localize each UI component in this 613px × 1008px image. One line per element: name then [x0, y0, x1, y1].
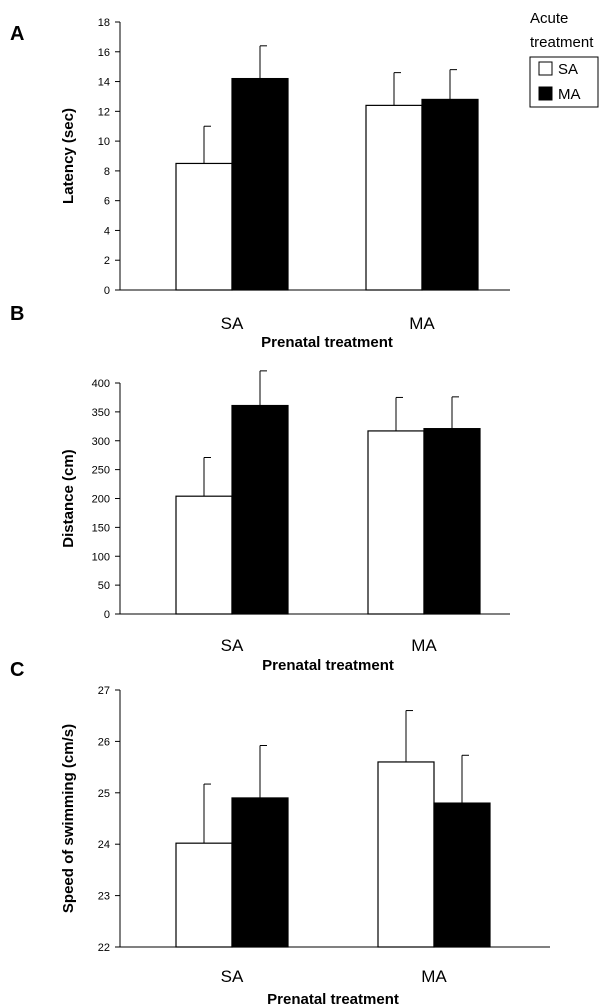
- y-tick-label: 4: [104, 225, 110, 237]
- chart-panel-b: B 0 50 100 150 200 250 300 350 400 Distance (cm) SA…: [10, 303, 510, 674]
- y-tick-label: 14: [98, 77, 110, 89]
- x-category-label: MA: [411, 636, 437, 655]
- y-tick-label: 300: [92, 436, 110, 448]
- bar-sa-sa: [175, 495, 233, 615]
- x-axis-title: Prenatal treatment: [261, 334, 393, 351]
- x-category-label: MA: [409, 314, 435, 333]
- y-tick-label: 27: [98, 685, 110, 697]
- x-category-label: SA: [221, 636, 244, 655]
- y-axis-title: Latency (sec): [60, 108, 77, 204]
- y-tick-label: 23: [98, 891, 110, 903]
- legend-title-line1: Acute: [530, 10, 568, 27]
- legend-box: [529, 56, 599, 108]
- y-tick-label: 250: [92, 465, 110, 477]
- bar-ma-sa: [377, 761, 435, 948]
- x-category-label: MA: [421, 967, 447, 986]
- bar-ma-sa: [365, 104, 423, 291]
- bar-ma-ma: [423, 428, 481, 615]
- y-tick-label: 10: [98, 136, 110, 148]
- y-tick-label: 24: [98, 839, 110, 851]
- y-tick-label: 2: [104, 255, 110, 267]
- y-tick-label: 0: [104, 609, 110, 621]
- panel-letter: B: [10, 303, 24, 325]
- legend-swatch-sa: [538, 61, 553, 76]
- y-tick-label: 16: [98, 47, 110, 59]
- chart-panel-c: C 22 23 24 25 26 27 Speed of swimming (cm/s) SA M…: [10, 659, 550, 1008]
- y-tick-label: 100: [92, 551, 110, 563]
- y-tick-label: 350: [92, 407, 110, 419]
- bar-ma-sa: [367, 430, 425, 615]
- y-tick-label: 8: [104, 166, 110, 178]
- y-tick-label: 25: [98, 788, 110, 800]
- x-axis-title: Prenatal treatment: [267, 991, 399, 1008]
- y-tick-label: 22: [98, 942, 110, 954]
- legend-label-ma: MA: [558, 86, 581, 103]
- panel-letter: C: [10, 659, 24, 681]
- y-tick-label: 400: [92, 378, 110, 390]
- y-axis-title: Distance (cm): [60, 449, 77, 547]
- chart-panel-a: A 0 2 4 6 8 10 12 14 16 18 Latency (sec) SA MA Prenata…: [10, 17, 510, 351]
- y-tick-label: 26: [98, 736, 110, 748]
- legend-title-line2: treatment: [530, 34, 594, 51]
- bar-ma-ma: [421, 98, 479, 291]
- y-tick-label: 200: [92, 494, 110, 506]
- legend: Acute treatment SA MA: [529, 10, 599, 108]
- bar-sa-sa: [175, 842, 233, 948]
- panel-letter: A: [10, 23, 24, 45]
- legend-label-sa: SA: [558, 61, 578, 78]
- bar-ma-ma: [433, 802, 491, 948]
- y-tick-label: 150: [92, 522, 110, 534]
- bar-sa-ma: [231, 797, 289, 948]
- x-category-label: SA: [221, 314, 244, 333]
- x-category-label: SA: [221, 967, 244, 986]
- y-tick-label: 6: [104, 196, 110, 208]
- y-tick-label: 50: [98, 580, 110, 592]
- bar-sa-ma: [231, 404, 289, 615]
- y-tick-label: 12: [98, 106, 110, 118]
- y-axis-title: Speed of swimming (cm/s): [60, 724, 77, 913]
- legend-swatch-ma: [538, 86, 553, 101]
- y-tick-label: 0: [104, 285, 110, 297]
- bar-sa-sa: [175, 162, 233, 291]
- bar-sa-ma: [231, 77, 289, 291]
- y-tick-label: 18: [98, 17, 110, 29]
- x-axis-title: Prenatal treatment: [262, 657, 394, 674]
